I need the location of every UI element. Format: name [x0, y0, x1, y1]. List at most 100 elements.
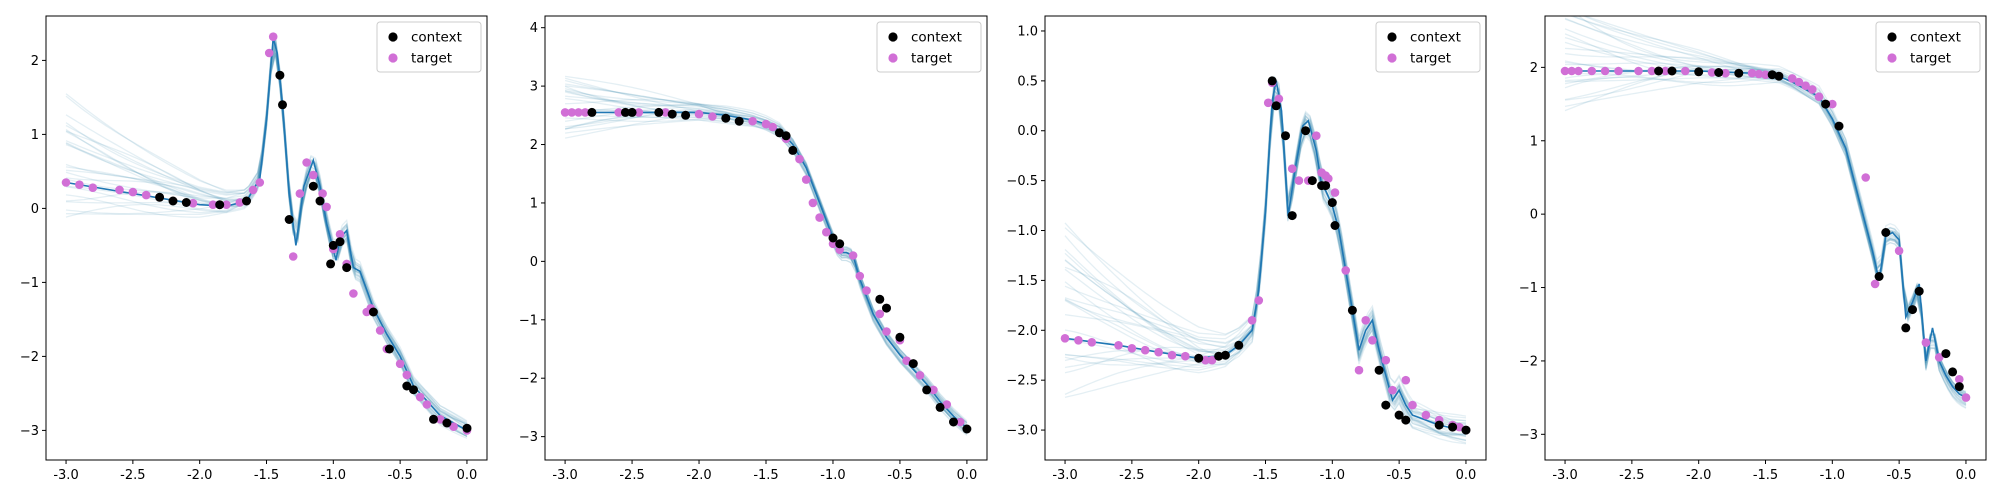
target-point: [449, 422, 458, 432]
target-point: [875, 309, 885, 319]
legend-target-marker: [888, 53, 898, 63]
plot-area: [61, 32, 472, 439]
context-point: [1834, 121, 1844, 131]
y-tick-label: 1: [1530, 134, 1538, 149]
context-point: [1330, 221, 1340, 230]
target-point: [75, 180, 84, 189]
target-point: [748, 116, 757, 126]
mean-line: [65, 37, 468, 432]
target-point: [1312, 131, 1321, 140]
target-point: [1167, 350, 1177, 360]
target-point: [248, 185, 258, 195]
y-tick-label: −1.0: [1006, 224, 1038, 239]
context-point: [949, 417, 958, 427]
target-point: [1060, 334, 1070, 343]
context-point: [1874, 272, 1884, 281]
context-point: [721, 113, 731, 123]
x-tick-label: 0.0: [957, 468, 978, 483]
sample-curve: [1564, 47, 1967, 409]
target-point: [1861, 173, 1870, 182]
sample-curve: [564, 116, 968, 435]
y-tick-label: −3.0: [1006, 424, 1038, 439]
x-tick-label: -1.0: [1820, 468, 1845, 483]
context-point: [1954, 382, 1964, 392]
context-point: [1194, 353, 1204, 363]
y-tick-label: 2: [530, 138, 538, 153]
context-point: [1908, 305, 1917, 315]
target-point: [1127, 344, 1137, 353]
target-point: [1894, 246, 1904, 256]
target-point: [882, 327, 891, 336]
context-point: [315, 196, 325, 206]
target-point: [375, 326, 385, 335]
target-point: [915, 371, 925, 380]
context-point: [788, 145, 798, 155]
y-tick-label: 1: [530, 196, 538, 211]
target-point: [801, 175, 811, 184]
sample-curve: [565, 117, 968, 434]
context-point: [1434, 420, 1444, 430]
target-point: [694, 109, 704, 119]
context-point: [1267, 76, 1277, 86]
target-point: [1408, 400, 1417, 410]
context-point: [774, 128, 784, 138]
sample-curve: [565, 110, 968, 424]
context-point: [654, 107, 664, 117]
target-point: [1341, 266, 1350, 275]
context-point: [1767, 70, 1777, 80]
x-tick-label: -2.5: [120, 468, 145, 483]
context-point: [278, 100, 287, 110]
target-point: [574, 108, 583, 117]
y-tick-label: −1: [20, 276, 39, 291]
target-point: [1600, 66, 1610, 76]
target-point: [188, 198, 198, 208]
target-point: [1181, 351, 1190, 361]
sample-curve: [1564, 36, 1967, 396]
legend-context-label: context: [911, 30, 962, 46]
target-point: [1870, 279, 1880, 289]
context-point: [1901, 323, 1911, 333]
sample-curve: [564, 79, 968, 429]
y-tick-label: 0: [1530, 208, 1538, 223]
target-point: [1921, 338, 1931, 347]
target-point: [848, 251, 858, 260]
target-point: [288, 252, 298, 261]
target-point: [1814, 92, 1824, 101]
sample-curve: [565, 97, 968, 432]
sample-curve: [1564, 68, 1967, 395]
y-tick-label: 1.0: [1017, 24, 1038, 39]
sample-curve: [1564, 60, 1967, 404]
context-point: [875, 294, 885, 304]
sample-curve: [564, 112, 968, 433]
target-point: [128, 187, 138, 197]
y-tick-label: 0.5: [1017, 74, 1038, 89]
context-point: [1220, 350, 1230, 360]
context-point: [1301, 126, 1311, 136]
target-point: [322, 202, 331, 212]
target-point: [318, 189, 327, 198]
target-point: [1707, 68, 1717, 77]
target-point: [1808, 85, 1817, 94]
target-point: [942, 400, 952, 409]
target-point: [1263, 98, 1273, 108]
target-point: [1647, 66, 1657, 76]
sample-curve: [1064, 82, 1467, 441]
target-point: [1401, 375, 1411, 385]
context-point: [1401, 415, 1411, 425]
target-point: [1354, 365, 1364, 375]
sample-curve: [565, 108, 968, 424]
legend-context-label: context: [1410, 30, 1461, 46]
target-point: [402, 370, 412, 380]
context-point: [409, 385, 418, 395]
y-tick-label: −2: [519, 372, 538, 387]
context-point: [667, 109, 677, 119]
sample-curve: [1564, 65, 1967, 406]
legend-context-marker: [388, 32, 398, 42]
context-point: [1941, 349, 1951, 359]
sample-curve: [1564, 65, 1967, 406]
x-tick-label: -0.5: [1386, 468, 1411, 483]
x-tick-label: -1.5: [1253, 468, 1278, 483]
context-point: [308, 181, 318, 191]
legend-context-label: context: [411, 30, 462, 46]
context-point: [1321, 181, 1331, 191]
